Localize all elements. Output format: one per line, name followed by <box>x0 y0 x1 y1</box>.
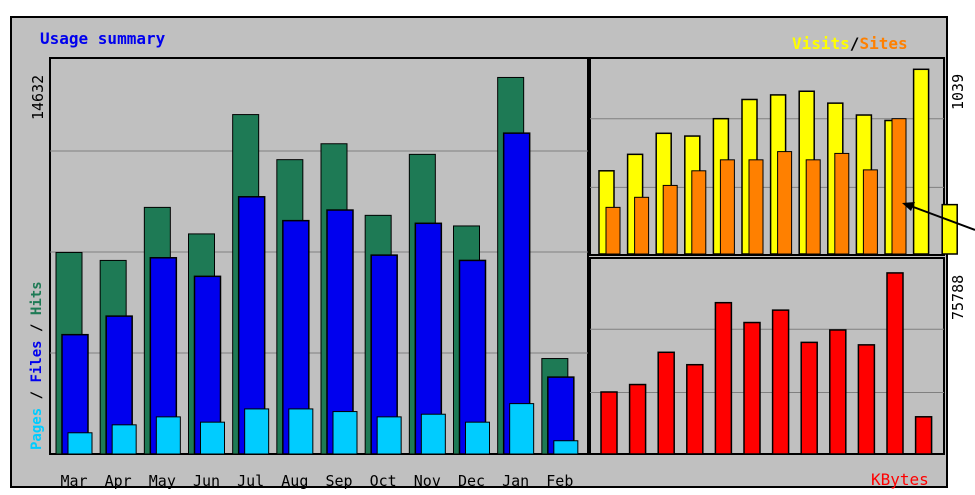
pages-bar <box>509 403 535 455</box>
visits-sites-separator: / <box>850 34 860 53</box>
sites-bar <box>719 159 735 255</box>
x-tick-label: Jul <box>237 472 264 490</box>
sites-bar <box>891 118 907 255</box>
kbytes-bar <box>886 272 904 455</box>
kbytes-bar <box>829 329 847 455</box>
pages-bar <box>332 411 358 455</box>
x-tick-label: Sep <box>325 472 352 490</box>
visits-plot-area <box>589 57 945 256</box>
kbytes-bar <box>857 344 876 455</box>
files-bar <box>502 132 531 455</box>
hits-label: Hits <box>29 281 45 315</box>
x-tick-label: Aug <box>281 472 308 490</box>
visits-sites-title: Visits/Sites <box>792 34 908 53</box>
visits-bar <box>941 203 958 255</box>
pages-bar <box>244 408 270 455</box>
kbytes-ymax-label: 75788 <box>949 275 967 320</box>
kbytes-bar <box>800 341 818 455</box>
sites-bar <box>777 151 793 255</box>
pages-label: Pages <box>29 408 45 450</box>
files-label: Files <box>29 340 45 382</box>
pages-bar <box>155 416 181 455</box>
chart-title: Usage summary <box>40 29 166 48</box>
sites-bar <box>834 152 850 255</box>
x-tick-label: Jan <box>502 472 529 490</box>
ylabel-sep-2: / <box>29 315 45 340</box>
kbytes-bar <box>686 363 704 455</box>
pages-bar <box>67 432 93 455</box>
visits-label: Visits <box>792 34 850 53</box>
kbytes-bar <box>714 301 733 455</box>
sites-label: Sites <box>859 34 907 53</box>
main-plot-area <box>49 57 589 455</box>
x-tick-label: Nov <box>414 472 441 490</box>
x-tick-label: May <box>149 472 176 490</box>
x-tick-label: Mar <box>60 472 87 490</box>
pages-bar <box>420 413 446 455</box>
x-tick-label: Feb <box>546 472 573 490</box>
kbytes-bar <box>628 383 647 455</box>
kbytes-label: KBytes <box>871 470 929 489</box>
x-tick-label: Oct <box>370 472 397 490</box>
x-tick-label: Jun <box>193 472 220 490</box>
sites-bar <box>805 159 821 255</box>
visits-bar <box>912 68 930 255</box>
kbytes-bar <box>771 309 790 455</box>
visits-ymax-label: 1039 <box>949 74 967 110</box>
pages-bar <box>111 424 137 455</box>
sites-bar <box>634 196 650 255</box>
ylabel-sep-1: / <box>29 383 45 408</box>
x-tick-label: Apr <box>105 472 132 490</box>
sites-bar <box>662 184 678 255</box>
left-ylabel: Pages / Files / Hits <box>29 281 45 450</box>
pages-bar <box>288 408 314 455</box>
x-tick-labels: Mar Apr May Jun Jul Aug Sep Oct Nov Dec Jan Feb <box>60 472 573 490</box>
kbytes-bar <box>657 351 675 455</box>
pages-bar <box>553 440 579 455</box>
annotation-arrow <box>907 204 975 231</box>
bars-layer <box>55 68 958 455</box>
sites-bar <box>605 206 621 255</box>
kbytes-bar <box>743 321 761 455</box>
sites-bar <box>748 159 764 255</box>
sites-bar <box>691 170 707 255</box>
pages-bar <box>376 416 402 455</box>
left-ymax-label: 14632 <box>29 75 47 120</box>
kbytes-bar <box>914 416 933 455</box>
pages-bar <box>465 421 490 455</box>
arrow-head-icon <box>902 202 915 211</box>
sites-bar <box>862 169 878 255</box>
pages-bar <box>200 421 225 455</box>
kbytes-plot-area <box>589 257 945 455</box>
kbytes-bar <box>600 391 618 455</box>
x-tick-label: Dec <box>458 472 485 490</box>
